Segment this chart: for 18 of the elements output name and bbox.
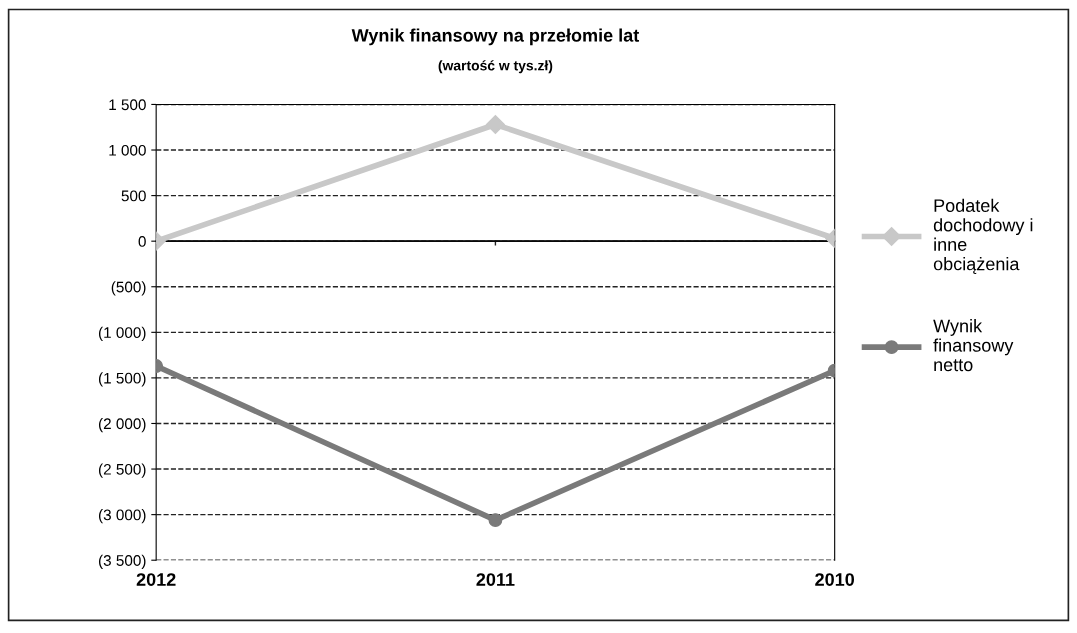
y-tick-label: (2 000)	[98, 417, 146, 433]
x-tick-label: 2012	[136, 573, 176, 586]
y-tick-label: (3 500)	[98, 554, 146, 569]
y-tick-label: (2 500)	[98, 463, 146, 478]
chart-subtitle: (wartość w tys.zł)	[438, 60, 553, 74]
y-tick-label: (3 000)	[98, 509, 146, 524]
legend-label: Wynik finansowy netto	[933, 319, 1014, 372]
y-tick-label: 1 000	[109, 144, 146, 156]
y-tick-label: (500)	[111, 281, 146, 296]
y-tick-label: 1 500	[109, 99, 146, 111]
y-tick-label: 0	[138, 236, 146, 247]
y-tick-label: (1 500)	[98, 372, 146, 387]
x-tick-label: 2010	[815, 573, 855, 586]
x-tick-label: 2011	[476, 573, 515, 586]
chart-title: Wynik finansowy na przełomie lat	[351, 28, 640, 46]
y-tick-label: (1 000)	[98, 326, 146, 342]
legend-label: Podatek dochodowy i inne obciążenia	[933, 198, 1033, 274]
y-tick-label: 500	[121, 190, 146, 202]
